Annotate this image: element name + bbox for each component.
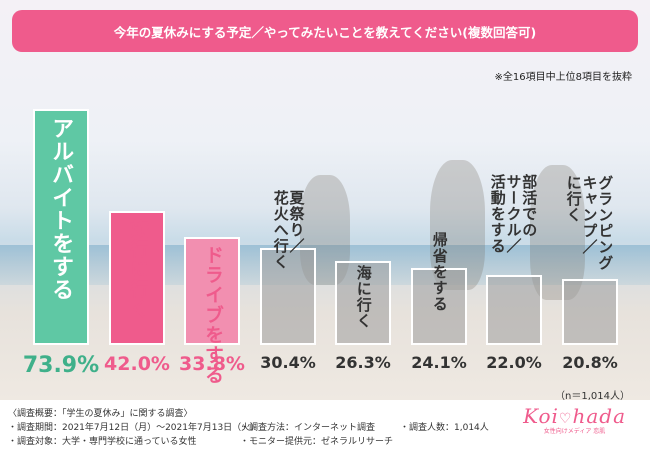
top-note: ※全16項目中上位8項目を抜粋 [494, 72, 632, 83]
bar-category-label-line: グランピング [596, 175, 615, 271]
bar-category-label-line: 旅行に行く [126, 219, 149, 319]
bar-value-label: 26.3% [335, 353, 391, 372]
bar-1 [33, 109, 89, 345]
bar-value-label: 22.0% [486, 353, 542, 372]
bar-category-label: 帰省をする [430, 232, 449, 312]
bar-3 [184, 237, 240, 345]
survey-count: ・調査人数：1,014人 [400, 423, 489, 433]
chart-title: 今年の夏休みにする予定／やってみたいことを教えてください(複数回答可) [12, 10, 638, 52]
bar-category-label: ドライブをする [201, 245, 224, 385]
bar-7 [486, 275, 542, 345]
bar-category-label: 海に行く [354, 265, 373, 329]
survey-title: 〈調査概要：「学生の夏休み」に関する調査〉 [8, 409, 193, 419]
bar-value-label: 42.0% [104, 353, 170, 375]
bar-value-label: 30.4% [260, 353, 316, 372]
beach-background-image [0, 0, 650, 400]
sample-size-label: （n＝1,014人） [555, 391, 630, 402]
bar-value-label: 20.8% [562, 353, 618, 372]
bar-category-label-line: 海に行く [354, 265, 373, 329]
logo-subtitle: 女性向けメディア 恋肌 [543, 428, 606, 435]
bar-category-label-line: 帰省をする [430, 232, 449, 312]
heart-icon: ♡ [558, 411, 573, 427]
koihada-logo: Koi♡hada 女性向けメディア 恋肌 [523, 404, 626, 435]
bar-category-label-line: ドライブをする [201, 245, 224, 385]
bar-value-label: 33.8% [179, 353, 245, 375]
bar-category-label-line: キャンプ／ [580, 175, 599, 255]
survey-provider: ・モニター提供元：ゼネラルリサーチ [240, 437, 394, 447]
bar-2 [109, 211, 165, 345]
survey-method: ・調査方法：インターネット調査 [240, 423, 376, 433]
bar-category-label: 夏祭り／ 花火へ行く [271, 190, 306, 270]
bar-5 [335, 261, 391, 345]
bar-4 [260, 248, 316, 345]
bar-plot-area: アルバイトをする 73.9% 旅行に行く 42.0% ドライブをする 33.8% 夏祭り／花… [22, 109, 618, 385]
survey-footer: 〈調査概要：「学生の夏休み」に関する調査〉 ・調査期間：2021年7月12日（月… [0, 400, 650, 450]
bar-category-label-line: 部活での [520, 174, 539, 238]
bar-value-label: 24.1% [411, 353, 467, 372]
bar-category-label-line: サークル／ [504, 174, 523, 254]
bar-category-label-line: 花火へ行く [271, 190, 290, 270]
bar-category-label: 部活での サークル／ 活動をする [488, 174, 539, 254]
bar-category-label-line: 活動をする [488, 174, 507, 254]
bar-category-label-line: アルバイトをする [48, 117, 74, 301]
bar-8 [562, 279, 618, 345]
survey-period: ・調査期間：2021年7月12日（月）～2021年7月13日（火） [8, 423, 260, 433]
logo-text-left: Koi [523, 404, 559, 428]
survey-target: ・調査対象：大学・専門学校に通っている女性 [8, 437, 197, 447]
bar-category-label: アルバイトをする [48, 117, 74, 301]
bar-6 [411, 268, 467, 345]
bar-category-label-line: 夏祭り／ [287, 190, 306, 254]
bar-category-label: グランピング キャンプ／ に行く [564, 175, 615, 271]
bar-category-label: 旅行に行く [126, 219, 149, 319]
logo-text-right: hada [572, 404, 626, 428]
bar-value-label: 73.9% [22, 353, 100, 378]
bar-category-label-line: に行く [564, 175, 583, 223]
